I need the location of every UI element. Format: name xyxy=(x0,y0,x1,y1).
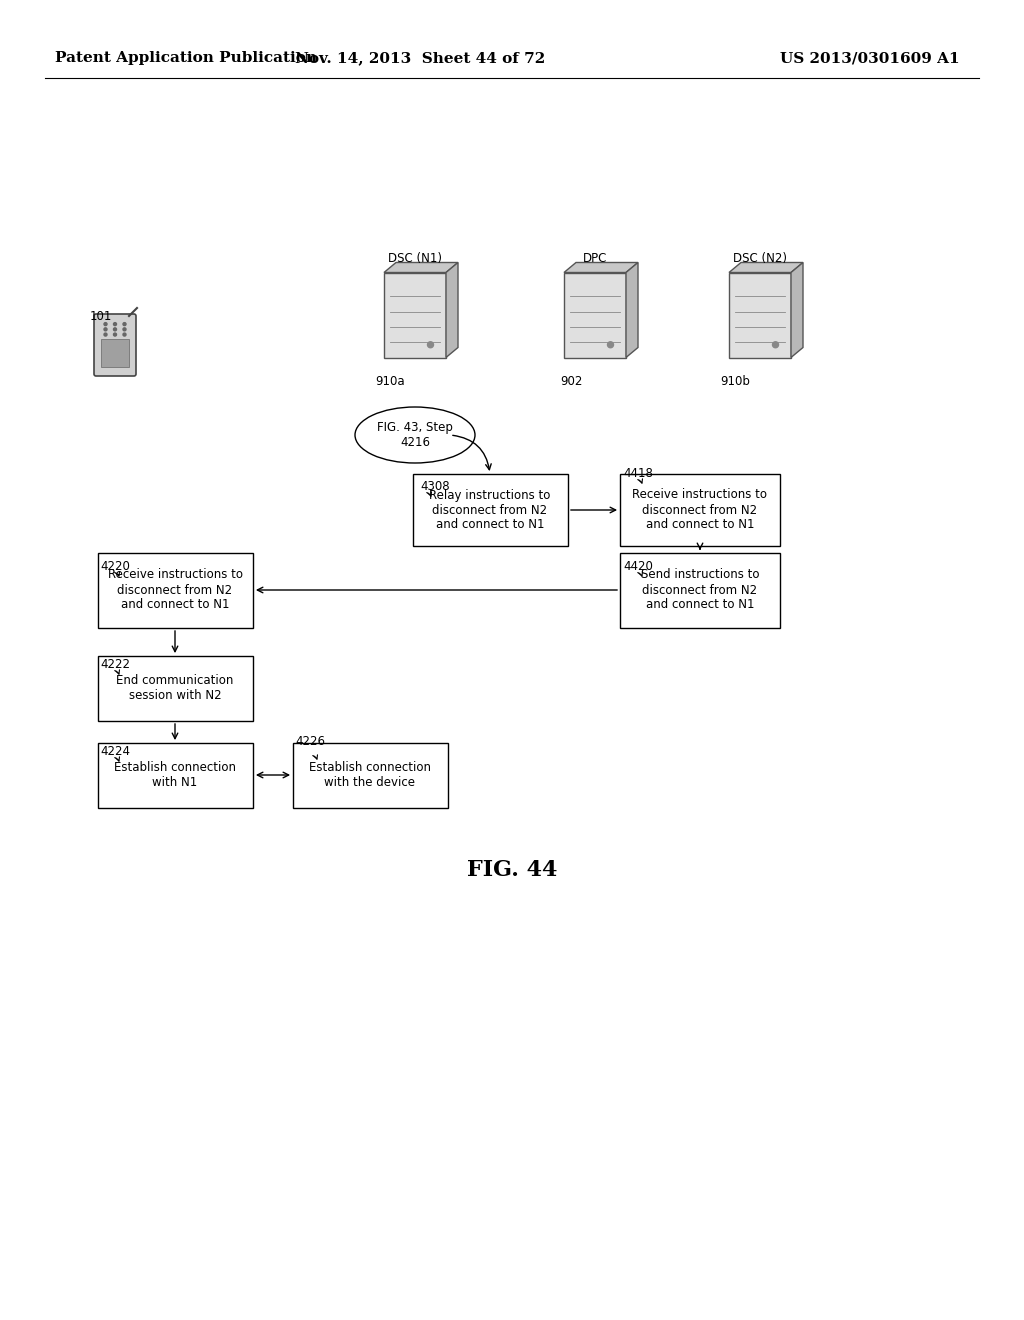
Bar xyxy=(97,742,253,808)
Text: FIG. 43, Step
4216: FIG. 43, Step 4216 xyxy=(377,421,453,449)
Bar xyxy=(729,272,791,358)
Text: Relay instructions to
disconnect from N2
and connect to N1: Relay instructions to disconnect from N2… xyxy=(429,488,551,532)
Polygon shape xyxy=(564,263,638,272)
Text: DSC (N1): DSC (N1) xyxy=(388,252,442,265)
Polygon shape xyxy=(791,263,803,358)
Text: FIG. 44: FIG. 44 xyxy=(467,859,557,880)
Circle shape xyxy=(104,327,106,331)
Circle shape xyxy=(123,327,126,331)
Bar xyxy=(384,272,446,358)
Text: End communication
session with N2: End communication session with N2 xyxy=(117,675,233,702)
Text: DPC: DPC xyxy=(583,252,607,265)
Polygon shape xyxy=(626,263,638,358)
Text: Send instructions to
disconnect from N2
and connect to N1: Send instructions to disconnect from N2 … xyxy=(641,569,759,611)
Circle shape xyxy=(427,342,433,347)
Circle shape xyxy=(123,322,126,326)
Text: 4226: 4226 xyxy=(295,735,325,748)
Circle shape xyxy=(772,342,778,347)
Text: Nov. 14, 2013  Sheet 44 of 72: Nov. 14, 2013 Sheet 44 of 72 xyxy=(295,51,545,65)
Text: 4220: 4220 xyxy=(100,560,130,573)
Text: 4224: 4224 xyxy=(100,744,130,758)
Text: 902: 902 xyxy=(560,375,583,388)
Bar xyxy=(413,474,567,546)
Circle shape xyxy=(123,333,126,337)
Circle shape xyxy=(114,333,117,337)
Text: Establish connection
with the device: Establish connection with the device xyxy=(309,762,431,789)
Bar xyxy=(620,553,780,627)
Polygon shape xyxy=(446,263,458,358)
Bar xyxy=(97,656,253,721)
Text: 4418: 4418 xyxy=(623,467,653,480)
Text: 101: 101 xyxy=(90,310,113,323)
Text: DSC (N2): DSC (N2) xyxy=(733,252,787,265)
Ellipse shape xyxy=(355,407,475,463)
Polygon shape xyxy=(384,263,458,272)
Text: 910a: 910a xyxy=(375,375,404,388)
Text: 4222: 4222 xyxy=(100,657,130,671)
Bar xyxy=(100,339,129,367)
Polygon shape xyxy=(729,263,803,272)
Text: US 2013/0301609 A1: US 2013/0301609 A1 xyxy=(780,51,959,65)
Circle shape xyxy=(104,333,106,337)
Text: Patent Application Publication: Patent Application Publication xyxy=(55,51,317,65)
Text: Receive instructions to
disconnect from N2
and connect to N1: Receive instructions to disconnect from … xyxy=(633,488,768,532)
Text: Receive instructions to
disconnect from N2
and connect to N1: Receive instructions to disconnect from … xyxy=(108,569,243,611)
Bar xyxy=(564,272,626,358)
Circle shape xyxy=(607,342,613,347)
Text: 910b: 910b xyxy=(720,375,750,388)
Text: 4420: 4420 xyxy=(623,560,653,573)
Bar xyxy=(620,474,780,546)
FancyBboxPatch shape xyxy=(94,314,136,376)
Text: 4308: 4308 xyxy=(420,480,450,492)
Circle shape xyxy=(104,322,106,326)
Circle shape xyxy=(114,327,117,331)
Circle shape xyxy=(114,322,117,326)
Text: Establish connection
with N1: Establish connection with N1 xyxy=(114,762,236,789)
Bar xyxy=(293,742,447,808)
Bar xyxy=(97,553,253,627)
